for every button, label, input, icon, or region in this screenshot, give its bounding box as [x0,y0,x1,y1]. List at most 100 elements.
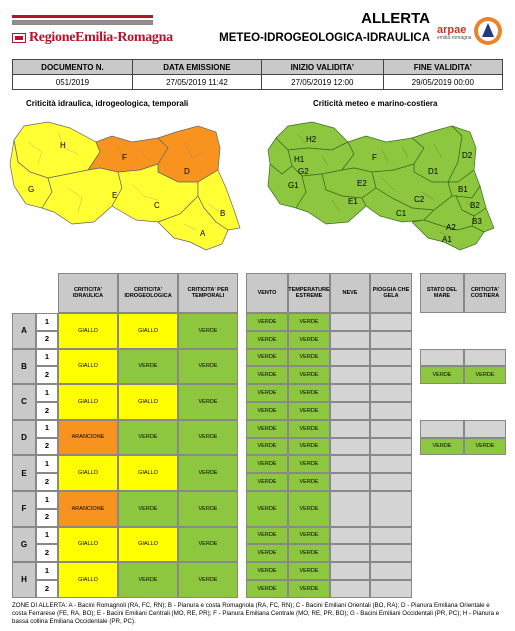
vento-cell: VERDE [246,455,288,474]
day-label: 2 [36,366,58,385]
pioggia-cell [370,491,412,527]
costiera-cell [464,419,506,438]
pioggia-cell [370,366,412,385]
map-zone-a [157,195,229,251]
stato-mare-cell [420,348,464,367]
pioggia-cell [370,384,412,402]
neve-cell [330,580,370,598]
temperature-cell: VERDE [288,437,330,456]
map-label-h1: H1 [294,155,305,164]
stato-mare-cell: VERDE [420,437,464,456]
idrogeologica-cell-a: GIALLO [118,313,178,349]
map-label-c: C [154,201,160,210]
pioggia-cell [370,455,412,474]
temporali-cell-a: VERDE [178,313,238,349]
zone-label-b: B [12,348,36,385]
map-label-f: F [372,153,377,162]
temporali-cell-c: VERDE [178,384,238,420]
map-label-f: F [122,153,127,162]
page-title: ALLERTA [361,10,430,27]
idraulica-cell-f: ARANCIONE [58,491,118,527]
zone-label-d: D [12,419,36,456]
left-map-title: Criticità idraulica, idrogeologica, temp… [26,99,189,108]
temperature-cell: VERDE [288,366,330,385]
idraulica-cell-g: GIALLO [58,526,118,563]
temperature-cell: VERDE [288,562,330,580]
header-temperature-estreme: TEMPERATURE ESTREME [288,273,330,313]
doc-number-value: 051/2019 [12,74,133,90]
idraulica-cell-h: GIALLO [58,562,118,598]
map-label-e1: E1 [348,197,358,206]
temperature-cell: VERDE [288,473,330,491]
pioggia-cell [370,330,412,349]
emission-date-label: DATA EMISSIONE [131,59,263,75]
zone-label-h: H [12,562,36,598]
map-label-b: B [220,209,225,218]
temperature-cell: VERDE [288,348,330,367]
idrogeologica-cell-b: VERDE [118,348,178,385]
neve-cell [330,455,370,474]
meteo-marine-map: H2 H1 G2 G1 F E2 E1 D1 D2 C1 C2 B1 B2 B3… [262,112,510,260]
temperature-cell: VERDE [288,384,330,402]
temperature-cell: VERDE [288,526,330,545]
header-neve: NEVE [330,273,370,313]
pioggia-cell [370,580,412,598]
idrogeologica-cell-g: GIALLO [118,526,178,563]
idraulica-cell-b: GIALLO [58,348,118,385]
pioggia-cell [370,473,412,491]
temperature-cell: VERDE [288,313,330,331]
neve-cell [330,348,370,367]
day-label: 2 [36,437,58,456]
day-label: 2 [36,473,58,491]
header-criticita-costiera: CRITICITA' COSTIERA [464,273,506,313]
vento-cell: VERDE [246,491,288,527]
map-label-c1: C1 [396,209,407,218]
temperature-cell: VERDE [288,544,330,563]
map-label-d: D [184,167,190,176]
idraulica-cell-d: ARANCIONE [58,419,118,456]
doc-number-label: DOCUMENTO N. [12,59,133,75]
map-zone-e1 [295,173,367,225]
pioggia-cell [370,526,412,545]
document-info-table: DOCUMENTO N. DATA EMISSIONE INIZIO VALID… [12,59,504,90]
vento-cell: VERDE [246,419,288,438]
pioggia-cell [370,437,412,456]
vento-cell: VERDE [246,313,288,331]
neve-cell [330,419,370,438]
temporali-cell-g: VERDE [178,526,238,563]
map-label-a2: A2 [446,223,456,232]
day-label: 1 [36,384,58,402]
neve-cell [330,330,370,349]
zone-label-f: F [12,491,36,527]
zone-label-e: E [12,455,36,491]
idrogeologica-cell-h: VERDE [118,562,178,598]
map-label-b1: B1 [458,185,468,194]
map-label-g2: G2 [298,167,309,176]
pioggia-cell [370,562,412,580]
day-label: 1 [36,526,58,545]
vento-cell: VERDE [246,437,288,456]
vento-cell: VERDE [246,526,288,545]
vento-cell: VERDE [246,384,288,402]
zone-label-g: G [12,526,36,563]
vento-cell: VERDE [246,330,288,349]
temperature-cell: VERDE [288,580,330,598]
day-label: 1 [36,419,58,438]
neve-cell [330,384,370,402]
map-label-c2: C2 [414,195,425,204]
neve-cell [330,562,370,580]
vento-cell: VERDE [246,562,288,580]
neve-cell [330,366,370,385]
zone-label-a: A [12,313,36,349]
stato-mare-cell [420,419,464,438]
map-label-d2: D2 [462,151,473,160]
neve-cell [330,491,370,527]
map-label-g: G [28,185,34,194]
region-logo-text: RegioneEmilia-Romagna [29,30,173,45]
temporali-cell-b: VERDE [178,348,238,385]
header-pioggia-che-gela: PIOGGIA CHE GELA [370,273,412,313]
costiera-cell [464,348,506,367]
map-label-e: E [112,191,117,200]
costiera-cell: VERDE [464,366,506,385]
document-header: RegioneEmilia-Romagna ALLERTA METEO-IDRO… [0,0,515,56]
